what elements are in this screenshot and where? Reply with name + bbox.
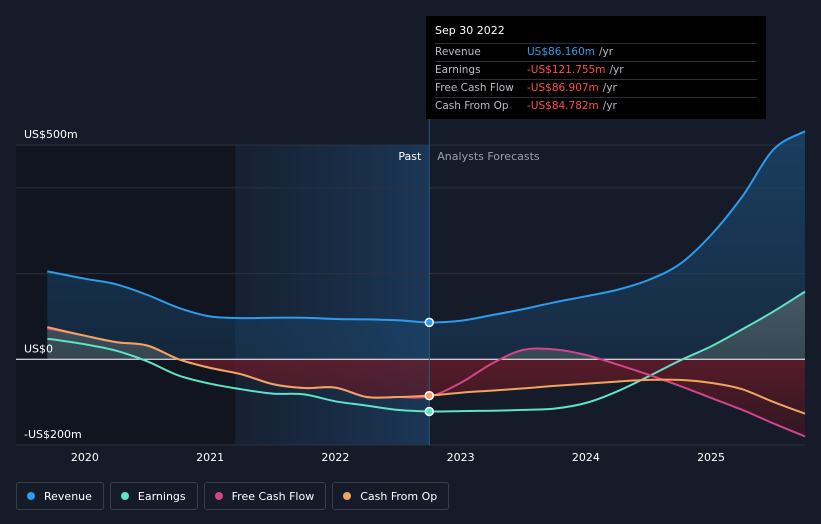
- tooltip-row-unit: /yr: [609, 64, 624, 76]
- tooltip-row-unit: /yr: [599, 46, 614, 58]
- tooltip-date: Sep 30 2022: [435, 24, 757, 44]
- legend-label: Free Cash Flow: [231, 489, 315, 503]
- y-axis-label: -US$200m: [24, 428, 82, 441]
- x-tick-label: 2022: [321, 451, 349, 464]
- revenue-area: [47, 131, 806, 360]
- legend-item-earnings[interactable]: Earnings: [109, 482, 198, 510]
- tooltip-row-cash-from-op: Cash From Op -US$84.782m /yr: [435, 98, 757, 115]
- x-axis-labels: 2020 2021 2022 2023 2024 2025: [71, 451, 725, 464]
- tooltip-row-value: -US$84.782m: [527, 100, 599, 112]
- forecast-label: Analysts Forecasts: [437, 150, 540, 163]
- tooltip-row-earnings: Earnings -US$121.755m /yr: [435, 62, 757, 80]
- past-label: Past: [398, 150, 422, 163]
- tooltip: Sep 30 2022 Revenue US$86.160m /yr Earni…: [426, 16, 766, 119]
- tooltip-row-unit: /yr: [602, 100, 617, 112]
- tooltip-row-value: -US$86.907m: [527, 82, 599, 94]
- tooltip-row-name: Earnings: [435, 64, 481, 76]
- legend: Revenue Earnings Free Cash Flow Cash Fro…: [16, 482, 450, 510]
- tooltip-row-name: Revenue: [435, 46, 481, 58]
- legend-item-revenue[interactable]: Revenue: [16, 482, 104, 510]
- revenue-marker: [424, 317, 435, 328]
- revenue-dot-icon: [27, 492, 35, 500]
- cash-from-op-dot-icon: [343, 492, 352, 500]
- legend-label: Earnings: [137, 489, 186, 503]
- x-tick-label: 2021: [196, 451, 224, 464]
- earnings-marker: [424, 406, 435, 417]
- legend-label: Revenue: [44, 489, 92, 503]
- tooltip-row-name: Cash From Op: [435, 100, 509, 112]
- tooltip-row-value: US$86.160m: [527, 46, 595, 58]
- tooltip-row-unit: /yr: [602, 82, 617, 94]
- x-tick-label: 2020: [71, 451, 99, 464]
- y-axis-label: US$500m: [24, 128, 78, 141]
- earnings-dot-icon: [120, 492, 129, 500]
- y-axis-labels: US$500m US$0 -US$200m: [24, 128, 82, 441]
- x-tick-label: 2025: [697, 451, 725, 464]
- y-axis-label: US$0: [24, 342, 53, 355]
- hover-markers: [424, 317, 435, 417]
- legend-label: Cash From Op: [360, 489, 438, 503]
- free-cash-flow-dot-icon: [214, 492, 223, 500]
- legend-item-free-cash-flow[interactable]: Free Cash Flow: [203, 482, 327, 510]
- tooltip-row-revenue: Revenue US$86.160m /yr: [435, 44, 757, 62]
- x-tick-label: 2023: [447, 451, 475, 464]
- tooltip-row-name: Free Cash Flow: [435, 82, 514, 94]
- cash-from-op-marker: [424, 390, 435, 401]
- x-tick-label: 2024: [572, 451, 600, 464]
- legend-item-cash-from-op[interactable]: Cash From Op: [332, 482, 450, 510]
- negative-area: [47, 359, 805, 437]
- tooltip-row-free-cash-flow: Free Cash Flow -US$86.907m /yr: [435, 80, 757, 98]
- tooltip-row-value: -US$121.755m: [527, 64, 606, 76]
